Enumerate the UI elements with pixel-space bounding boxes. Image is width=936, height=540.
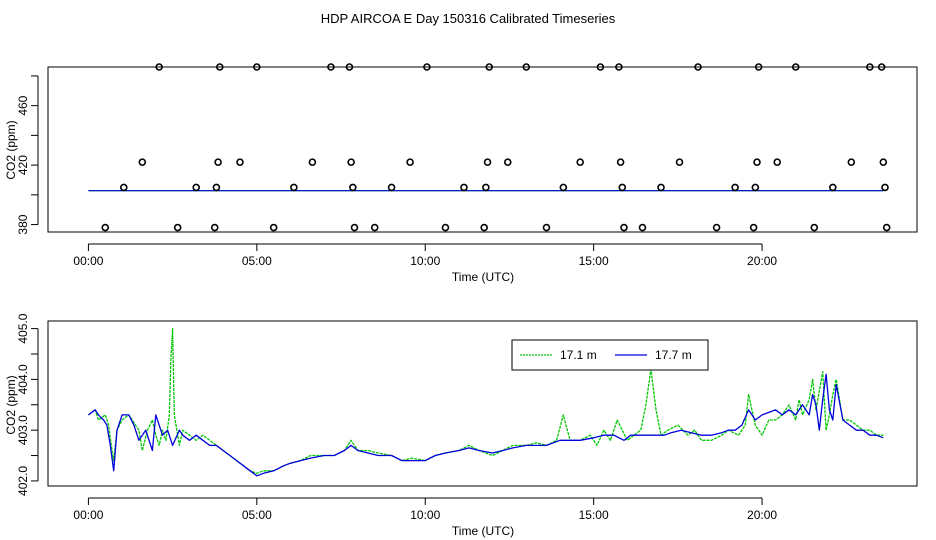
legend-label-17-7m: 17.7 m bbox=[655, 348, 692, 362]
calibration-point bbox=[503, 158, 512, 166]
calibration-point bbox=[269, 223, 278, 232]
calibration-point bbox=[618, 183, 627, 192]
calibration-point bbox=[675, 158, 684, 166]
bottom-x-tick-label: 15:00 bbox=[579, 508, 609, 522]
top-y-axis: 380 420 460 bbox=[16, 75, 39, 235]
calibration-point bbox=[155, 63, 163, 71]
calibration-point bbox=[620, 223, 628, 232]
bottom-panel: 00:00 05:00 10:00 15:00 20:00 402.0 403.0 404.… bbox=[4, 313, 918, 538]
calibration-point bbox=[657, 183, 665, 192]
bottom-y-axis-label: CO2 (ppm) bbox=[4, 375, 18, 434]
calibration-point bbox=[173, 223, 182, 232]
legend: 17.1 m 17.7 m bbox=[511, 339, 709, 371]
calibration-point bbox=[712, 223, 721, 232]
top-x-axis-label: Time (UTC) bbox=[452, 270, 514, 284]
calibration-point bbox=[542, 223, 551, 232]
calibration-point bbox=[882, 223, 891, 232]
calibration-point bbox=[522, 63, 531, 71]
calibration-point bbox=[327, 63, 335, 71]
top-calibration-points bbox=[101, 63, 891, 232]
calibration-point bbox=[731, 183, 739, 192]
calibration-point bbox=[387, 183, 396, 192]
top-x-tick-label: 20:00 bbox=[747, 254, 777, 268]
calibration-point bbox=[754, 63, 763, 71]
top-y-tick-label: 420 bbox=[16, 155, 30, 175]
calibration-point bbox=[480, 223, 488, 232]
bottom-x-axis: 00:00 05:00 10:00 15:00 20:00 bbox=[73, 497, 777, 522]
bottom-y-tick-label: 404.0 bbox=[16, 364, 30, 394]
top-x-axis: 00:00 05:00 10:00 15:00 20:00 bbox=[73, 243, 777, 268]
bottom-plot-frame bbox=[47, 320, 918, 487]
calibration-point bbox=[350, 223, 359, 232]
bottom-x-tick-label: 20:00 bbox=[747, 508, 777, 522]
bottom-series-lines bbox=[88, 327, 884, 477]
top-x-tick-label: 00:00 bbox=[73, 254, 103, 268]
bottom-x-tick-label: 10:00 bbox=[410, 508, 440, 522]
calibration-point bbox=[866, 63, 874, 71]
calibration-point bbox=[694, 63, 702, 71]
bottom-y-tick-label: 405.0 bbox=[16, 313, 30, 343]
calibration-point bbox=[308, 158, 317, 166]
calibration-point bbox=[482, 183, 490, 192]
calibration-point bbox=[423, 63, 431, 71]
calibration-point bbox=[877, 63, 886, 71]
calibration-point bbox=[138, 158, 147, 166]
calibration-point bbox=[215, 63, 224, 71]
calibration-point bbox=[370, 223, 379, 232]
calibration-point bbox=[559, 183, 568, 192]
bottom-y-axis: 402.0 403.0 404.0 405.0 bbox=[16, 313, 39, 496]
bottom-y-tick-label: 402.0 bbox=[16, 466, 30, 496]
calibration-point bbox=[638, 223, 647, 232]
calibration-point bbox=[847, 158, 856, 166]
calibration-point bbox=[290, 183, 298, 192]
calibration-point bbox=[349, 183, 357, 192]
calibration-point bbox=[753, 158, 761, 166]
top-y-axis-label: CO2 (ppm) bbox=[4, 120, 18, 179]
calibration-point bbox=[460, 183, 468, 192]
calibration-point bbox=[881, 183, 889, 192]
bottom-x-axis-label: Time (UTC) bbox=[452, 524, 514, 538]
bottom-series-17-7-m bbox=[88, 373, 884, 477]
calibration-point bbox=[214, 158, 222, 166]
calibration-point bbox=[773, 158, 782, 166]
bottom-x-tick-label: 00:00 bbox=[73, 508, 103, 522]
calibration-point bbox=[749, 223, 758, 232]
calibration-point bbox=[483, 158, 492, 166]
calibration-point bbox=[441, 223, 450, 232]
calibration-point bbox=[576, 158, 584, 166]
calibration-point bbox=[406, 158, 414, 166]
calibration-point bbox=[615, 63, 623, 71]
calibration-point bbox=[236, 158, 244, 166]
top-panel: 00:00 05:00 10:00 15:00 20:00 380 420 460 Time… bbox=[4, 63, 918, 284]
calibration-point bbox=[192, 183, 201, 192]
calibration-point bbox=[212, 183, 221, 192]
calibration-point bbox=[810, 223, 819, 232]
calibration-point bbox=[347, 158, 355, 166]
calibration-point bbox=[345, 63, 354, 71]
calibration-point bbox=[253, 63, 261, 71]
calibration-point bbox=[119, 183, 128, 192]
calibration-point bbox=[485, 63, 494, 71]
calibration-point bbox=[210, 223, 219, 232]
calibration-point bbox=[879, 158, 888, 166]
calibration-point bbox=[101, 223, 110, 232]
calibration-point bbox=[596, 63, 605, 71]
top-x-tick-label: 05:00 bbox=[242, 254, 272, 268]
top-x-tick-label: 15:00 bbox=[579, 254, 609, 268]
calibration-point bbox=[751, 183, 760, 192]
calibration-point bbox=[828, 183, 837, 192]
page-title: HDP AIRCOA E Day 150316 Calibrated Times… bbox=[321, 11, 616, 26]
calibration-point bbox=[791, 63, 800, 71]
calibration-point bbox=[616, 158, 625, 166]
top-x-tick-label: 10:00 bbox=[410, 254, 440, 268]
legend-label-17-1m: 17.1 m bbox=[560, 348, 597, 362]
bottom-y-tick-label: 403.0 bbox=[16, 415, 30, 445]
top-plot-frame bbox=[47, 66, 918, 233]
top-y-tick-label: 460 bbox=[16, 95, 30, 115]
top-y-tick-label: 380 bbox=[16, 214, 30, 234]
bottom-x-tick-label: 05:00 bbox=[242, 508, 272, 522]
